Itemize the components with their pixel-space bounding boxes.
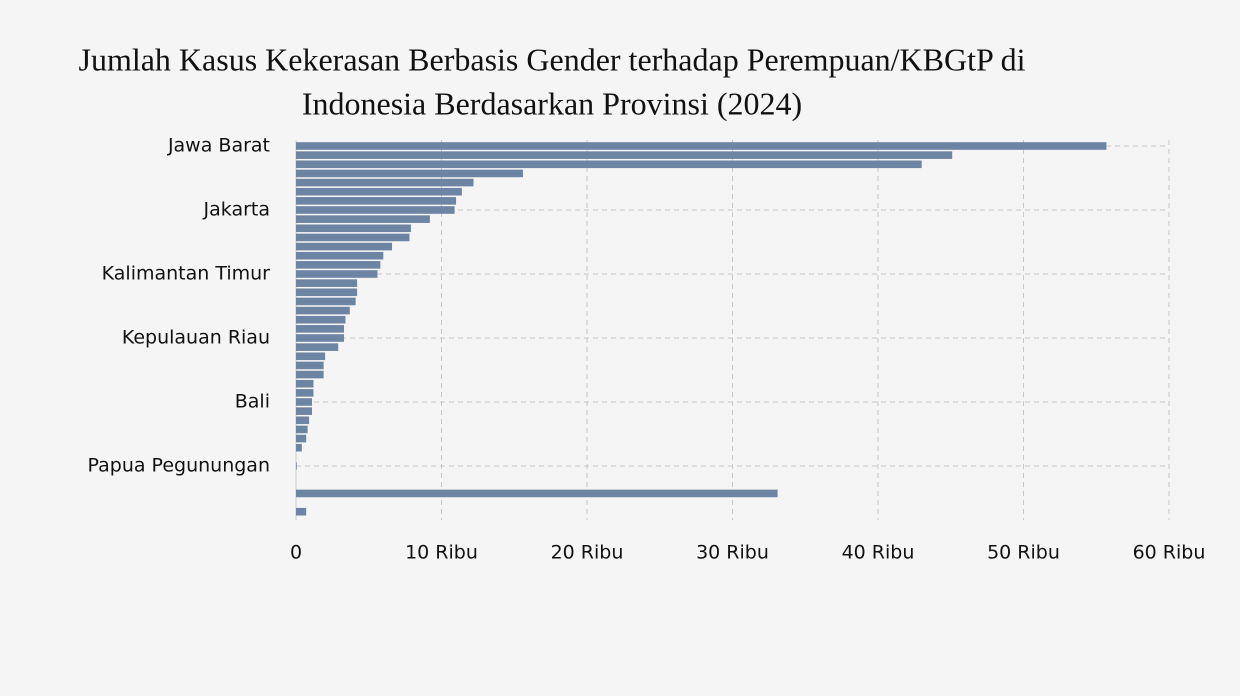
bar — [296, 425, 308, 434]
bar — [296, 233, 410, 242]
bar — [296, 142, 1107, 150]
bar — [296, 306, 350, 315]
bar — [296, 398, 313, 406]
bar — [296, 507, 307, 516]
bar — [296, 206, 455, 214]
bar — [296, 325, 345, 333]
bar — [296, 407, 313, 415]
bar — [296, 443, 302, 452]
bar — [296, 352, 326, 361]
bar — [296, 169, 523, 178]
x-tick-label: 60 Ribu — [1133, 542, 1206, 564]
x-tick-label: 10 Ribu — [405, 542, 478, 564]
y-tick-label: Kalimantan Timur — [102, 263, 271, 285]
bar — [296, 270, 378, 278]
x-tick-label: 20 Ribu — [551, 542, 624, 564]
bar — [296, 361, 324, 370]
x-tick-label: 50 Ribu — [987, 542, 1060, 564]
bar — [296, 242, 393, 251]
chart-title: Jumlah Kasus Kekerasan Berbasis Gender t… — [78, 41, 1025, 77]
bar — [296, 389, 314, 397]
y-tick-label: Kepulauan Riau — [122, 327, 270, 349]
bar — [296, 315, 346, 324]
bar — [296, 370, 324, 379]
y-tick-label: Papua Pegunungan — [88, 455, 270, 477]
bar — [296, 462, 297, 470]
bar — [296, 224, 411, 233]
y-tick-label: Jawa Barat — [167, 135, 270, 157]
x-tick-label: 40 Ribu — [842, 542, 915, 564]
y-tick-label: Jakarta — [203, 199, 270, 221]
bar — [296, 279, 358, 287]
bar — [296, 343, 339, 351]
bar — [296, 434, 307, 443]
bar — [296, 187, 462, 196]
bar — [296, 197, 457, 205]
bar — [296, 334, 345, 342]
chart-title: Indonesia Berdasarkan Provinsi (2024) — [302, 85, 802, 121]
bar — [296, 379, 314, 388]
bar — [296, 178, 474, 187]
bar — [296, 288, 358, 297]
bar — [296, 416, 310, 425]
x-tick-label: 0 — [290, 542, 302, 564]
bar — [296, 261, 381, 269]
bar — [296, 151, 953, 159]
bar — [296, 215, 430, 223]
bar — [296, 489, 778, 498]
bar — [296, 251, 384, 260]
x-tick-label: 30 Ribu — [696, 542, 769, 564]
y-tick-label: Bali — [235, 391, 270, 413]
bar — [296, 297, 356, 306]
bar — [296, 160, 922, 169]
